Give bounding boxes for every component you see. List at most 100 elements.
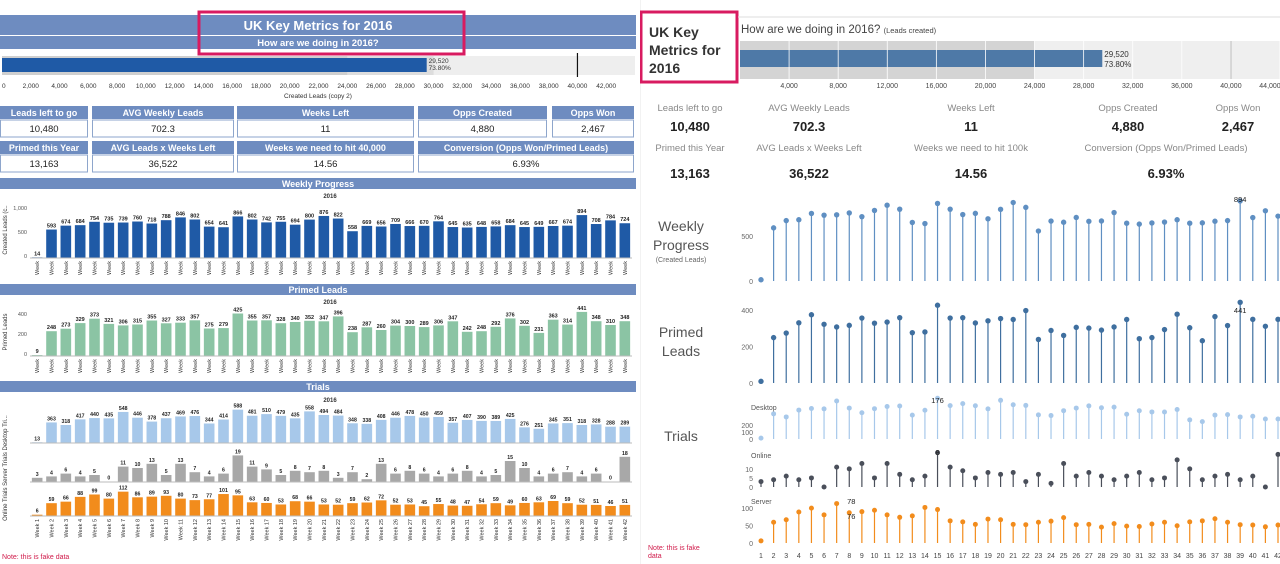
primed-week-label: Week — [121, 359, 127, 373]
primed-week-label: Week — [508, 359, 514, 373]
weekly-bar-label: 641 — [219, 221, 228, 227]
week-axis-labels: Week Week Week Week Week Week Week Week … — [35, 261, 629, 541]
server-bar — [461, 470, 473, 482]
online-bar — [375, 500, 387, 516]
weekly-dot — [871, 207, 878, 214]
primed-dot — [922, 329, 928, 335]
online-bar — [89, 494, 100, 516]
primed-bar-label: 273 — [61, 323, 70, 329]
desktop-dot — [1098, 405, 1104, 411]
weekly-bar-label: 708 — [592, 218, 601, 224]
desktop-dot — [1275, 416, 1280, 422]
weekly-bar-label: 735 — [104, 217, 113, 223]
primed-week-label: Week — [580, 359, 586, 373]
server-dot — [1023, 522, 1029, 528]
online-bar-label: 49 — [507, 499, 513, 505]
bullet-tick: 32,000 — [452, 83, 472, 90]
primed-tick-400: 400 — [18, 312, 27, 318]
primed-week-label: Week — [351, 359, 357, 373]
primed-dot — [1224, 322, 1231, 329]
primed-leads-header — [0, 284, 636, 295]
trials-week-label: Week 14 — [222, 519, 228, 541]
online-dot — [1073, 473, 1079, 479]
primed-bar — [289, 322, 301, 356]
trials-week-label: Week 9 — [150, 519, 156, 538]
desktop-dot — [1023, 402, 1029, 408]
weekly-progress-header — [0, 178, 636, 189]
weekly-bar-label: 645 — [448, 221, 457, 227]
bullet-tick: 12,000 — [165, 83, 185, 90]
weekly-bar-label: 784 — [606, 214, 616, 220]
desktop-bar-label: 459 — [434, 411, 443, 417]
desktop-bar-label: 338 — [363, 418, 372, 424]
primed-bar-label: 238 — [348, 326, 357, 332]
weekly-week-label: Week — [465, 261, 471, 275]
desktop-bar — [46, 422, 57, 443]
right-week-number: 6 — [822, 553, 826, 560]
online-bar-label: 72 — [378, 494, 384, 500]
online-bar — [605, 506, 616, 516]
primed-week-label: Week — [78, 359, 84, 373]
weekly-week-label: Week — [35, 261, 41, 275]
weekly-dot — [770, 225, 777, 231]
desktop-dot — [960, 401, 966, 407]
online-dot — [884, 460, 890, 466]
desktop-bar-label: 435 — [105, 412, 114, 418]
server-bar-label: 4 — [480, 470, 483, 476]
primed-bar-label: 425 — [233, 308, 242, 314]
primed-bar-label: 306 — [434, 319, 443, 325]
right-bullet-tick: 32,000 — [1122, 83, 1144, 90]
desktop-bar-label: 348 — [348, 417, 357, 423]
primed-dot — [909, 329, 916, 336]
online-dot — [758, 479, 764, 485]
desktop-bar-label: 478 — [406, 410, 415, 416]
primed-bar — [619, 321, 631, 356]
server-bar — [218, 473, 229, 482]
desktop-dot — [846, 405, 852, 411]
trials-week-label: Week 6 — [107, 519, 113, 538]
primed-week-label: Week — [64, 359, 70, 373]
online-bar-label: 89 — [149, 491, 155, 497]
bullet-tick: 36,000 — [510, 83, 530, 90]
online-bar-label: 59 — [565, 497, 571, 503]
weekly-dot — [1098, 218, 1105, 224]
server-dot — [972, 521, 978, 527]
online-bar — [590, 504, 602, 516]
weekly-week-label: Week — [537, 261, 543, 275]
server-bar — [232, 455, 244, 482]
primed-bar-label: 441 — [577, 306, 586, 312]
weekly-dot — [1136, 221, 1142, 227]
trials-week-label: Week 37 — [551, 519, 557, 541]
weekly-dot — [1060, 219, 1067, 225]
primed-bar-label: 347 — [448, 315, 457, 321]
weekly-dot — [1149, 220, 1155, 226]
primed-tick-200: 200 — [18, 332, 27, 338]
server-bar-label: 8 — [408, 465, 411, 471]
primed-week-label: Week — [193, 359, 199, 373]
right-week-number: 31 — [1135, 553, 1143, 560]
desktop-bar — [361, 423, 373, 443]
server-dot — [846, 510, 852, 516]
weekly-dot — [1262, 208, 1269, 214]
server-bar — [332, 477, 344, 482]
server-dot — [1073, 522, 1079, 528]
weekly-dot — [821, 212, 827, 218]
desktop-bar — [304, 411, 315, 443]
bullet-tick: 6,000 — [80, 83, 97, 90]
weekly-dot — [846, 210, 852, 216]
primed-bar — [404, 326, 416, 356]
kpi-label: Weeks we need to hit 40,000 — [265, 143, 386, 153]
primed-bar — [304, 320, 315, 356]
weekly-dot — [934, 200, 941, 207]
online-tick: 5 — [749, 476, 753, 483]
server-dot — [871, 507, 877, 513]
trials-week-label: Week 7 — [121, 519, 127, 538]
server-dot — [796, 509, 802, 515]
primed-dot — [1161, 326, 1168, 333]
server-bar — [275, 475, 287, 482]
online-bar — [289, 501, 301, 516]
desktop-dot — [808, 405, 814, 411]
bullet-tick: 20,000 — [280, 83, 300, 90]
online-dot — [1237, 477, 1243, 483]
weekly-week-label: Week — [551, 261, 557, 275]
